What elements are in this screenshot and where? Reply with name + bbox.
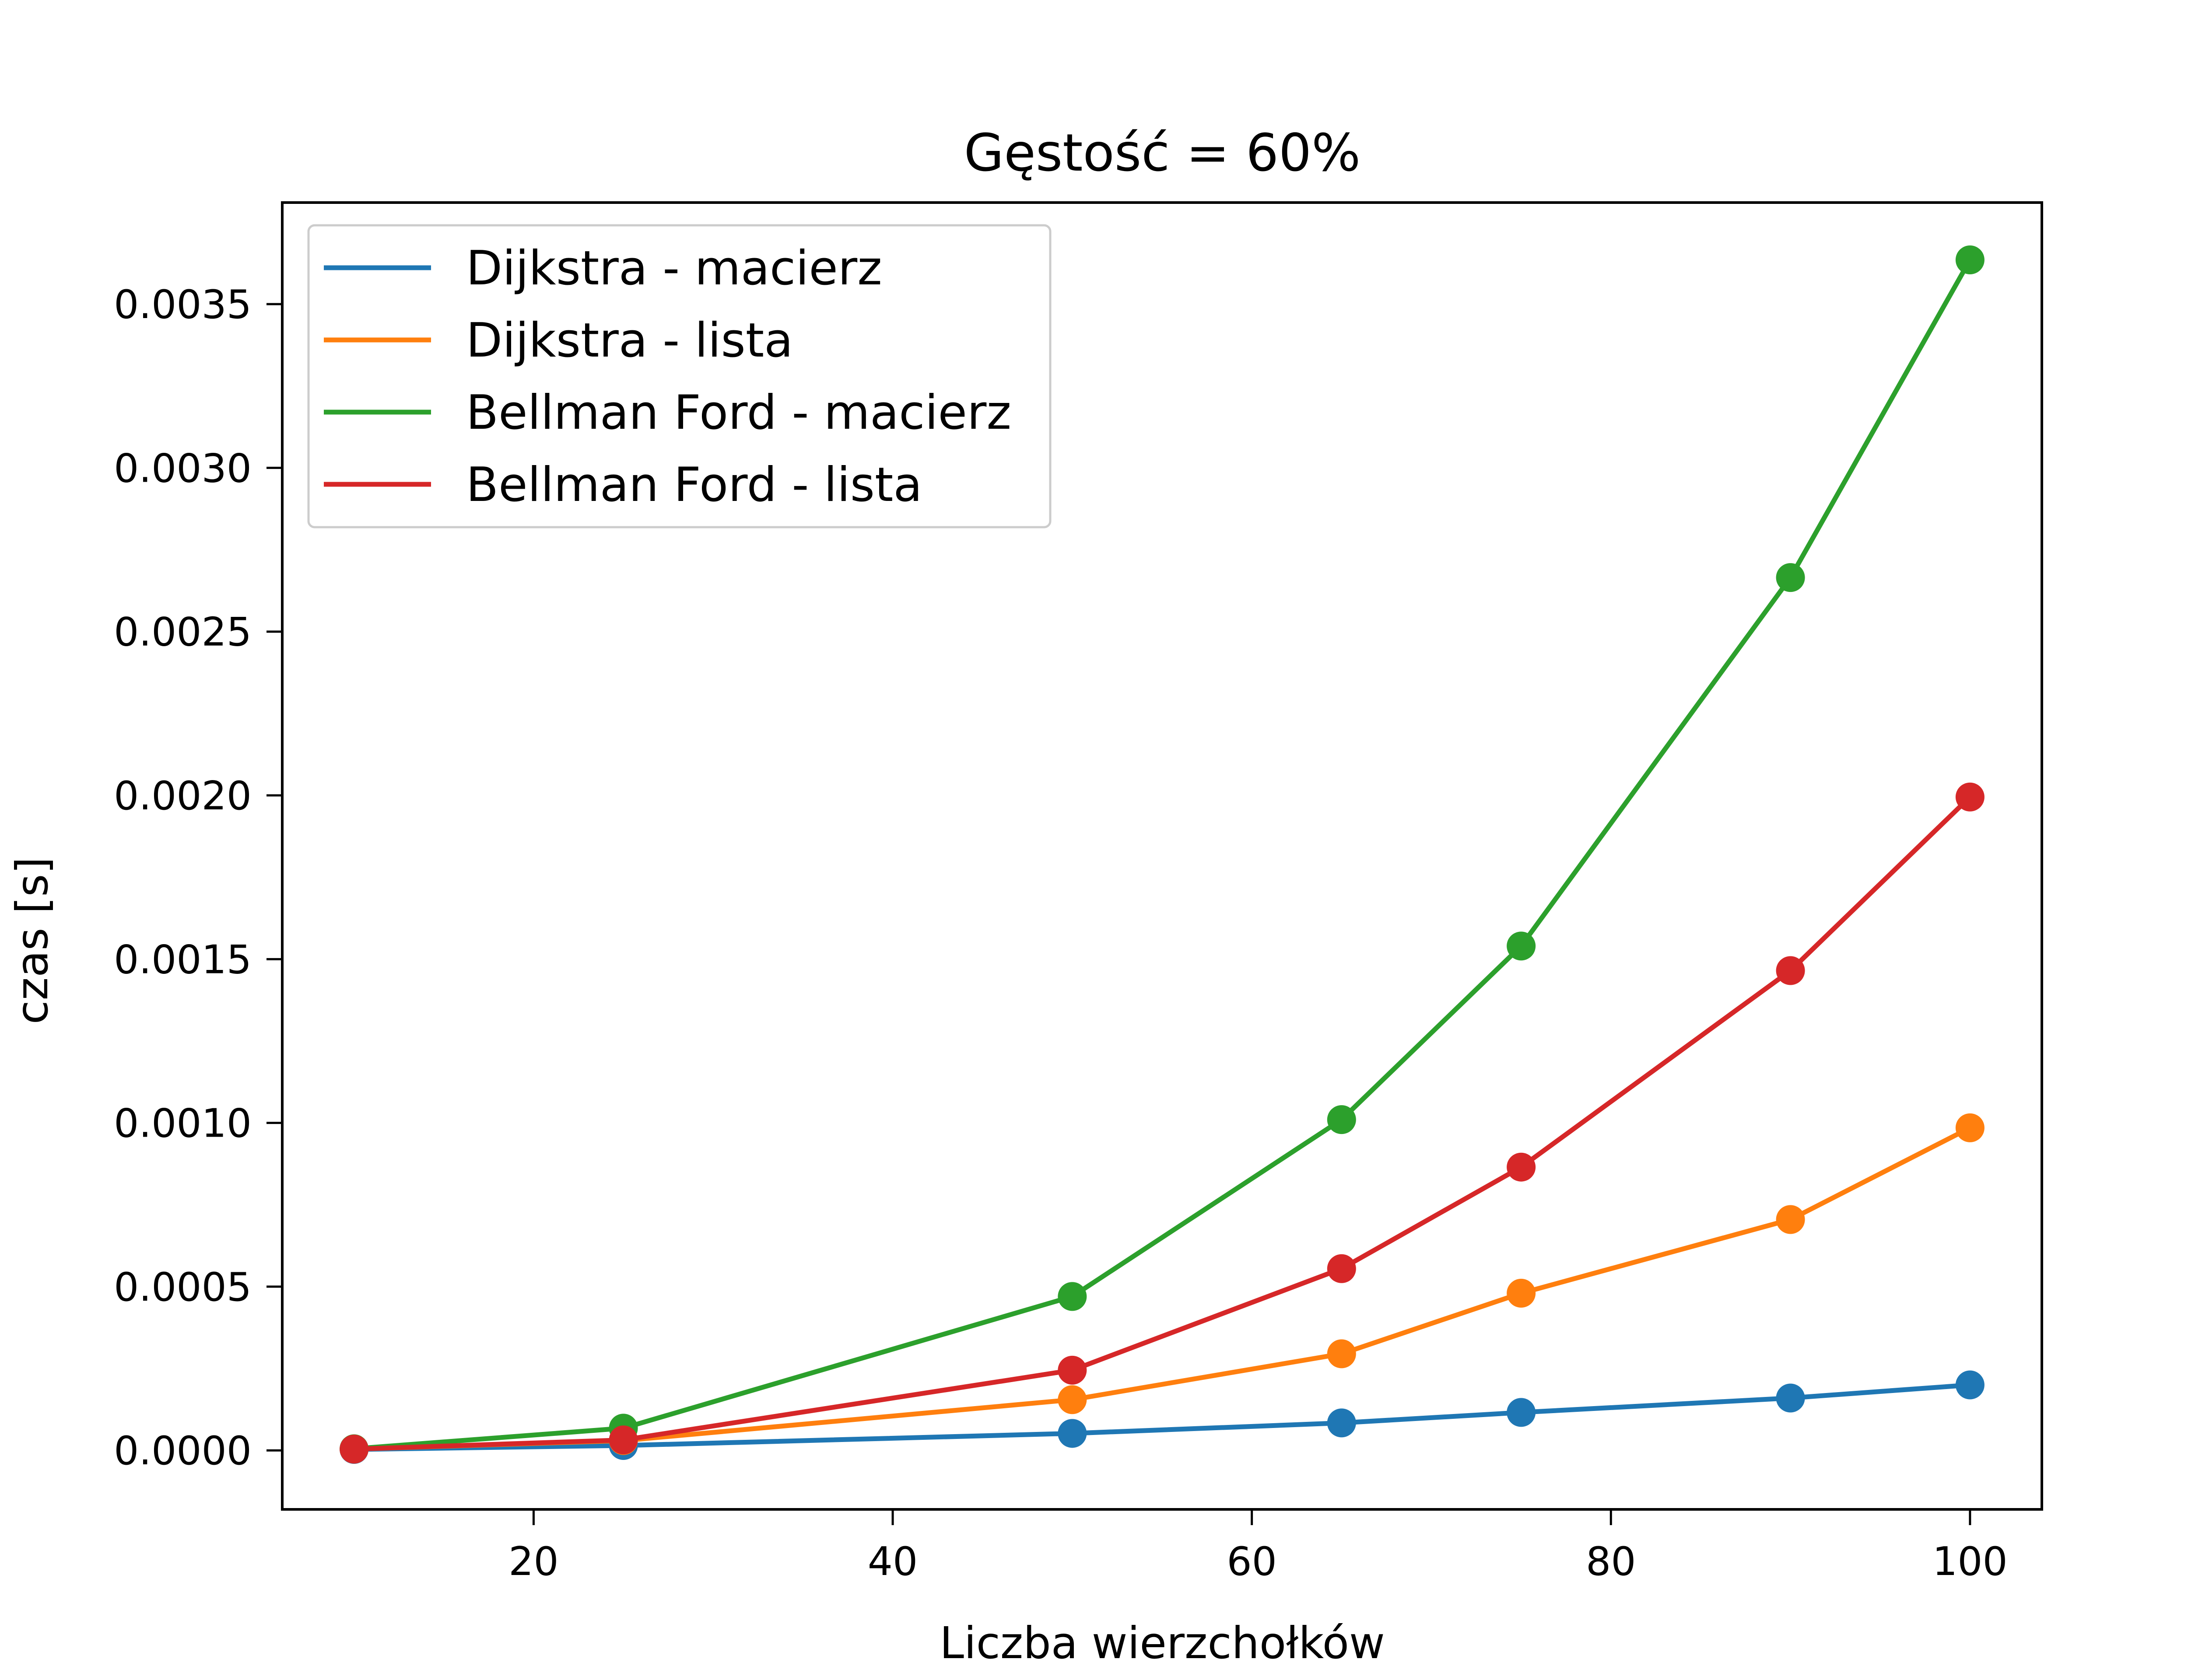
- x-axis-label: Liczba wierzchołków: [940, 1617, 1385, 1669]
- legend: Dijkstra - macierz Dijkstra - lista Bellma…: [307, 224, 1052, 528]
- y-tick-label: 0.0005: [114, 1264, 252, 1310]
- y-tick-label: 0.0020: [114, 773, 252, 819]
- data-point: [1327, 1339, 1356, 1368]
- y-tick-label: 0.0010: [114, 1101, 252, 1147]
- y-tick-label: 0.0000: [114, 1428, 252, 1474]
- data-point: [1058, 1419, 1087, 1448]
- chart-title: Gęstość = 60%: [964, 122, 1361, 183]
- data-point: [1776, 563, 1805, 592]
- plot-series: [340, 245, 1985, 1464]
- data-point: [1776, 1383, 1805, 1413]
- legend-box: [307, 224, 1052, 528]
- series-bellman-ford-lista: [340, 782, 1985, 1464]
- legend-entry: Bellman Ford - macierz: [466, 385, 1011, 440]
- data-point: [1507, 931, 1536, 961]
- axes: 20 40 60 80 100 0.0000 0.0005 0.0010 0.0015 0.002…: [114, 201, 2043, 1585]
- data-point: [1507, 1278, 1536, 1308]
- data-point: [1955, 1113, 1985, 1142]
- data-point: [1058, 1385, 1087, 1414]
- y-tick-label: 0.0025: [114, 609, 252, 655]
- data-point: [1955, 245, 1985, 275]
- x-tick-label: 60: [1227, 1539, 1277, 1585]
- data-point: [1507, 1152, 1536, 1182]
- data-point: [1507, 1398, 1536, 1427]
- legend-entry: Dijkstra - lista: [466, 313, 793, 368]
- x-tick-label: 80: [1586, 1539, 1636, 1585]
- data-point: [1058, 1282, 1087, 1311]
- x-tick-label: 20: [508, 1539, 559, 1585]
- data-point: [1955, 782, 1985, 812]
- y-tick-label: 0.0035: [114, 282, 252, 328]
- data-point: [1955, 1370, 1985, 1400]
- data-point: [609, 1425, 638, 1455]
- legend-entry: Dijkstra - macierz: [466, 241, 882, 296]
- data-point: [340, 1435, 369, 1464]
- x-tick-label: 40: [868, 1539, 918, 1585]
- x-tick-label: 100: [1932, 1539, 2008, 1585]
- y-axis-label: czas [s]: [7, 857, 58, 1025]
- data-point: [1327, 1254, 1356, 1283]
- y-tick-label: 0.0030: [114, 445, 252, 491]
- legend-entry: Bellman Ford - lista: [466, 458, 922, 512]
- data-point: [1776, 1205, 1805, 1234]
- data-point: [1327, 1105, 1356, 1134]
- data-point: [1327, 1408, 1356, 1438]
- data-point: [1058, 1355, 1087, 1385]
- data-point: [1776, 956, 1805, 985]
- plot-frame: [281, 201, 2043, 1511]
- y-tick-label: 0.0015: [114, 937, 252, 983]
